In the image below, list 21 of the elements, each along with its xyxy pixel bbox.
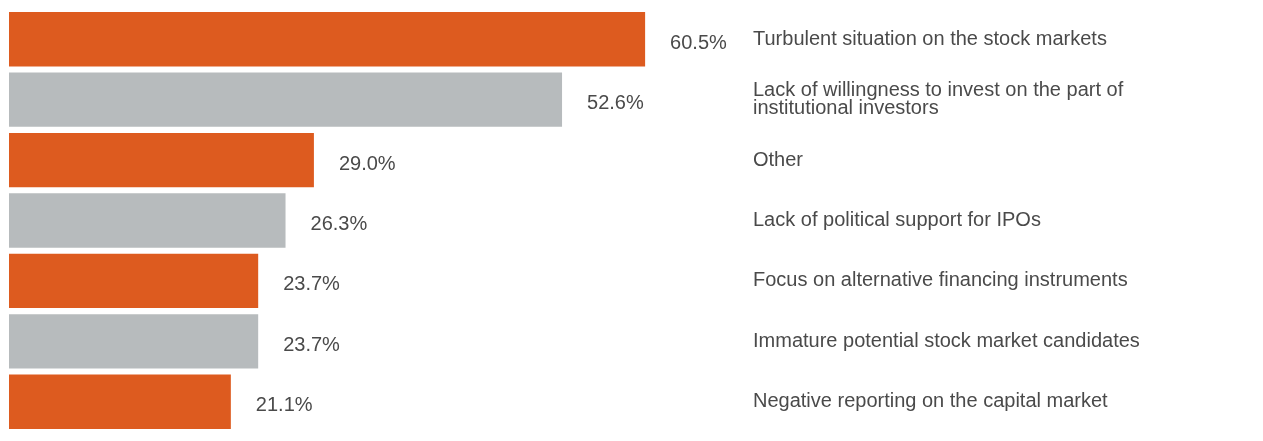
y-tick-label: Lack of political support for IPOs: [753, 208, 1041, 231]
bar: [9, 132, 314, 188]
bar: [9, 253, 259, 309]
data-label: 23.7%: [283, 272, 341, 295]
y-tick-label: Turbulent situation on the stock markets: [753, 26, 1107, 49]
y-tick-label: Negative reporting on the capital market: [753, 389, 1109, 412]
bar: [9, 314, 259, 369]
data-label: 23.7%: [283, 332, 341, 355]
data-label: 21.1%: [255, 393, 313, 416]
data-label: 60.5%: [670, 30, 728, 53]
bar: [9, 12, 646, 67]
y-tick-label: Immature potential stock market candidates: [753, 328, 1140, 351]
y-tick-label: Other: [753, 147, 804, 170]
data-label: 29.0%: [338, 151, 396, 174]
y-tick-label: Lack of willingness to invest on the part of institutional investors: [753, 78, 1124, 119]
bar: [9, 193, 286, 248]
bar: [9, 72, 563, 127]
y-tick-label: Focus on alternative financing instruments: [753, 268, 1128, 291]
data-label: 52.6%: [587, 91, 644, 114]
bar: [9, 374, 231, 429]
data-label: 26.3%: [310, 212, 368, 235]
